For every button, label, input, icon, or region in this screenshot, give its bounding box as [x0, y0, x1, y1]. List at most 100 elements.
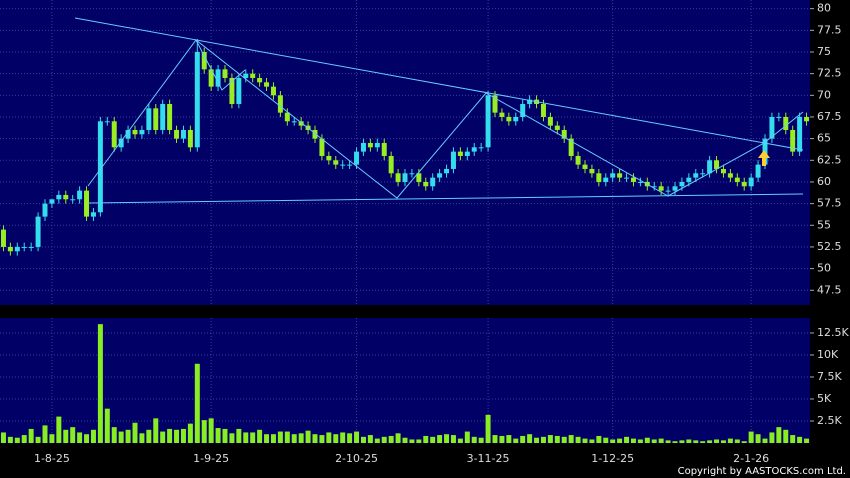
volume-bar	[167, 428, 173, 443]
candle-body	[277, 95, 283, 113]
volume-bar	[63, 429, 69, 443]
candle-body	[298, 121, 304, 126]
y-tick-label: 75	[817, 45, 831, 58]
candle-body	[499, 112, 505, 117]
volume-bar	[118, 431, 124, 443]
volume-bar	[409, 439, 415, 443]
volume-bar	[437, 435, 443, 443]
candle-body	[630, 177, 636, 182]
candle-body	[727, 173, 733, 178]
volume-bar	[395, 433, 401, 443]
candle-body	[582, 164, 588, 169]
volume-bar	[797, 436, 803, 443]
candle-body	[340, 164, 346, 166]
candle-body	[104, 121, 110, 123]
volume-bar	[381, 436, 387, 443]
volume-bar	[804, 438, 810, 443]
candle-body	[561, 129, 567, 139]
volume-bar	[236, 428, 242, 443]
volume-bar	[748, 431, 754, 443]
volume-bar	[603, 437, 609, 443]
candle-body	[679, 181, 685, 187]
y2-tick-label: 2.5K	[817, 414, 842, 427]
candle-body	[14, 246, 20, 252]
y-tick-label: 77.5	[817, 23, 842, 36]
volume-bar	[790, 435, 796, 443]
volume-bar	[111, 427, 117, 443]
candle-body	[513, 116, 519, 122]
candle-body	[589, 168, 595, 174]
volume-panel	[0, 318, 810, 443]
candle-body	[319, 138, 325, 156]
volume-bar	[457, 438, 463, 443]
candle-body	[610, 173, 616, 178]
candle-body	[7, 246, 13, 252]
volume-bar	[672, 441, 678, 443]
candle-body	[741, 181, 747, 187]
volume-bar	[596, 435, 602, 443]
candle-body	[153, 108, 159, 130]
candle-body	[180, 129, 186, 139]
volume-bar	[471, 436, 477, 443]
candle-body	[457, 151, 463, 156]
trend-line	[195, 39, 246, 91]
candle-body	[160, 103, 166, 130]
trend-lines	[74, 17, 804, 204]
volume-bar	[534, 437, 540, 443]
volume-bar	[693, 440, 699, 443]
volume-bar	[360, 436, 366, 443]
volume-bar	[776, 427, 782, 443]
volume-bar	[527, 434, 533, 443]
volume-bar	[485, 414, 491, 443]
volume-bar	[367, 435, 373, 443]
candle-body	[637, 181, 643, 183]
candle-body	[250, 73, 256, 78]
candle-body	[174, 129, 180, 139]
candle-body	[367, 142, 373, 148]
x-tick-label: 1-8-25	[34, 452, 70, 465]
volume-bar	[575, 436, 581, 443]
volume-bar	[700, 441, 706, 443]
volume-bar	[312, 434, 318, 443]
candle-body	[492, 95, 498, 113]
candle-body	[700, 173, 706, 175]
candle-body	[464, 151, 470, 156]
candle-body	[748, 177, 754, 187]
volume-bar	[720, 440, 726, 443]
candle-body	[56, 194, 62, 200]
y-tick-label: 50	[817, 262, 831, 275]
candle-body	[222, 69, 228, 78]
volume-bar	[499, 435, 505, 443]
y-tick-label: 62.5	[817, 153, 842, 166]
candle-body	[734, 177, 740, 182]
volume-bar	[423, 435, 429, 443]
volume-bar	[257, 429, 263, 443]
candle-body	[354, 151, 360, 165]
volume-bar	[28, 428, 34, 443]
candle-body	[132, 129, 138, 135]
candle-body	[388, 155, 394, 174]
volume-bar	[0, 432, 6, 443]
candle-body	[333, 160, 339, 165]
candle-body	[167, 103, 173, 130]
candle-body	[790, 129, 796, 152]
copyright: Copyright by AASTOCKS.com Ltd.	[678, 466, 846, 477]
volume-bar	[326, 432, 332, 443]
candle-body	[409, 173, 415, 175]
volume-bar	[644, 437, 650, 443]
volume-bar	[478, 437, 484, 443]
x-tick-label: 1-12-25	[591, 452, 634, 465]
volume-bar	[568, 435, 574, 443]
volume-bar	[291, 434, 297, 443]
volume-bar	[229, 433, 235, 443]
candle-body	[125, 129, 131, 139]
candle-body	[575, 155, 581, 165]
volume-bar	[388, 435, 394, 443]
candle-body	[264, 82, 270, 87]
candle-body	[527, 99, 533, 104]
volume-bar	[201, 420, 207, 443]
volume-bar	[90, 429, 96, 443]
volume-bar	[430, 436, 436, 443]
grid	[0, 0, 810, 443]
candle-body	[568, 138, 574, 156]
